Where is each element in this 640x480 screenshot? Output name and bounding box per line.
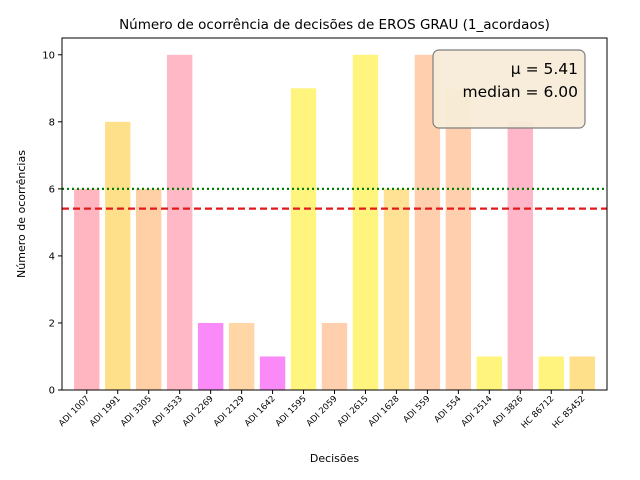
x-axis-label: Decisões [310, 452, 360, 465]
stats-box-background [432, 49, 586, 129]
x-tick-label: ADI 554 [433, 394, 464, 425]
x-tick-label: ADI 1991 [88, 394, 123, 429]
x-tick-label: ADI 1628 [367, 394, 402, 429]
stats-box: μ = 5.41 median = 6.00 [432, 49, 586, 129]
y-axis: 0 2 4 6 8 10 [42, 50, 62, 397]
bar [507, 121, 533, 391]
bar [352, 54, 379, 391]
x-tick-label: ADI 2129 [212, 394, 247, 429]
bar [259, 356, 286, 390]
bar [74, 188, 100, 390]
x-tick-label: ADI 2514 [460, 394, 495, 429]
x-tick-label: ADI 1595 [274, 394, 309, 429]
x-tick-label: ADI 2059 [305, 394, 340, 429]
x-tick-label: ADI 1007 [57, 394, 92, 429]
bar [445, 88, 472, 391]
chart-title: Número de ocorrência de decisões de EROS… [119, 17, 550, 33]
bar [136, 188, 162, 390]
bar [290, 88, 317, 391]
bar [383, 188, 410, 390]
bar [538, 356, 564, 390]
x-tick-label: HC 85452 [551, 394, 588, 431]
bar [228, 322, 255, 390]
bars-group [74, 54, 595, 391]
bar [476, 356, 503, 390]
y-tick-label: 6 [49, 184, 55, 195]
reference-lines [62, 187, 607, 210]
x-tick-label: ADI 1642 [243, 394, 278, 429]
bar [105, 121, 131, 391]
mean-stat-text: μ = 5.41 [511, 60, 578, 78]
y-tick-label: 10 [42, 50, 55, 61]
bar [197, 322, 224, 390]
y-tick-label: 2 [49, 318, 55, 329]
x-tick-label: ADI 3305 [119, 394, 154, 429]
x-tick-label: ADI 3533 [150, 394, 185, 429]
bar [321, 322, 348, 390]
bar [569, 356, 595, 390]
x-tick-label: ADI 2615 [336, 394, 371, 429]
y-tick-label: 8 [49, 117, 55, 128]
x-tick-label: ADI 559 [402, 394, 433, 425]
bar [166, 54, 193, 391]
x-tick-label: ADI 2269 [181, 394, 216, 429]
y-axis-label: Número de ocorrências [15, 150, 28, 278]
y-tick-label: 4 [49, 251, 55, 262]
median-stat-text: median = 6.00 [463, 83, 578, 101]
y-tick-label: 0 [49, 386, 55, 397]
